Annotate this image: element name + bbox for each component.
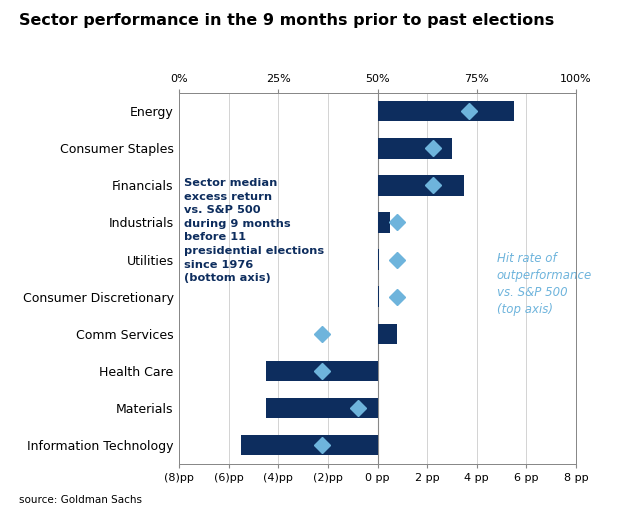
Text: Hit rate of
outperformance
vs. S&P 500
(top axis): Hit rate of outperformance vs. S&P 500 (… — [497, 252, 592, 316]
Bar — [378, 175, 465, 196]
Text: Sector median
excess return
vs. S&P 500
during 9 months
before 11
presidential e: Sector median excess return vs. S&P 500 … — [184, 178, 324, 283]
Bar — [378, 249, 379, 270]
Bar — [378, 101, 514, 122]
Bar — [241, 435, 378, 455]
Bar — [266, 398, 378, 418]
Bar — [378, 212, 390, 233]
Bar — [266, 360, 378, 381]
Bar — [378, 323, 397, 344]
Text: source: Goldman Sachs: source: Goldman Sachs — [19, 495, 142, 505]
Bar — [378, 138, 452, 159]
Bar — [378, 286, 379, 307]
Text: Sector performance in the 9 months prior to past elections: Sector performance in the 9 months prior… — [19, 13, 554, 28]
